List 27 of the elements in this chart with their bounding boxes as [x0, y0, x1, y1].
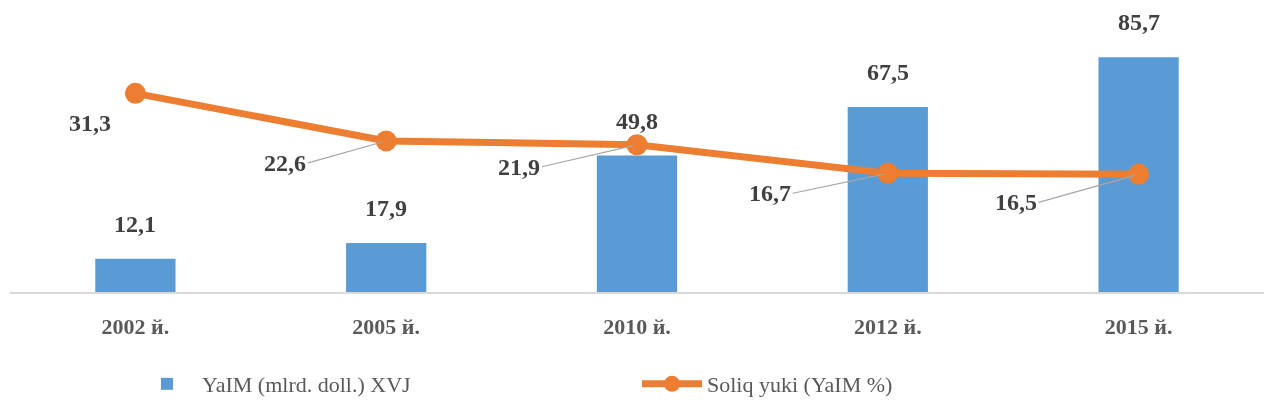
- data-label: 31,3: [69, 110, 111, 136]
- x-tick-label: 2005 й.: [352, 314, 421, 340]
- data-label: 12,1: [114, 211, 156, 237]
- point: [375, 130, 397, 152]
- data-label: 21,9: [498, 154, 540, 180]
- data-label: 16,5: [995, 189, 1037, 215]
- data-label: 17,9: [365, 195, 407, 221]
- data-label: 85,7: [1118, 9, 1160, 35]
- data-label: 16,7: [749, 180, 791, 206]
- point: [1128, 163, 1150, 185]
- legend-label: Soliq yuki (YaIM %): [707, 372, 893, 398]
- bar: [1098, 57, 1179, 292]
- bar: [95, 258, 176, 292]
- legend-label: YaIM (mlrd. doll.) XVJ: [202, 372, 412, 398]
- data-label: 22,6: [264, 150, 306, 176]
- point: [877, 162, 899, 184]
- point: [124, 82, 146, 104]
- bar: [847, 107, 928, 292]
- bar: [596, 155, 678, 292]
- x-tick-label: 2010 й.: [603, 314, 671, 340]
- x-tick-label: 2002 й.: [101, 314, 170, 340]
- bar: [346, 242, 427, 292]
- data-label: 49,8: [616, 108, 658, 134]
- data-label: 67,5: [867, 59, 909, 85]
- x-tick-label: 2012 й.: [853, 314, 922, 340]
- x-tick-label: 2015 й.: [1104, 314, 1173, 340]
- point: [626, 134, 648, 156]
